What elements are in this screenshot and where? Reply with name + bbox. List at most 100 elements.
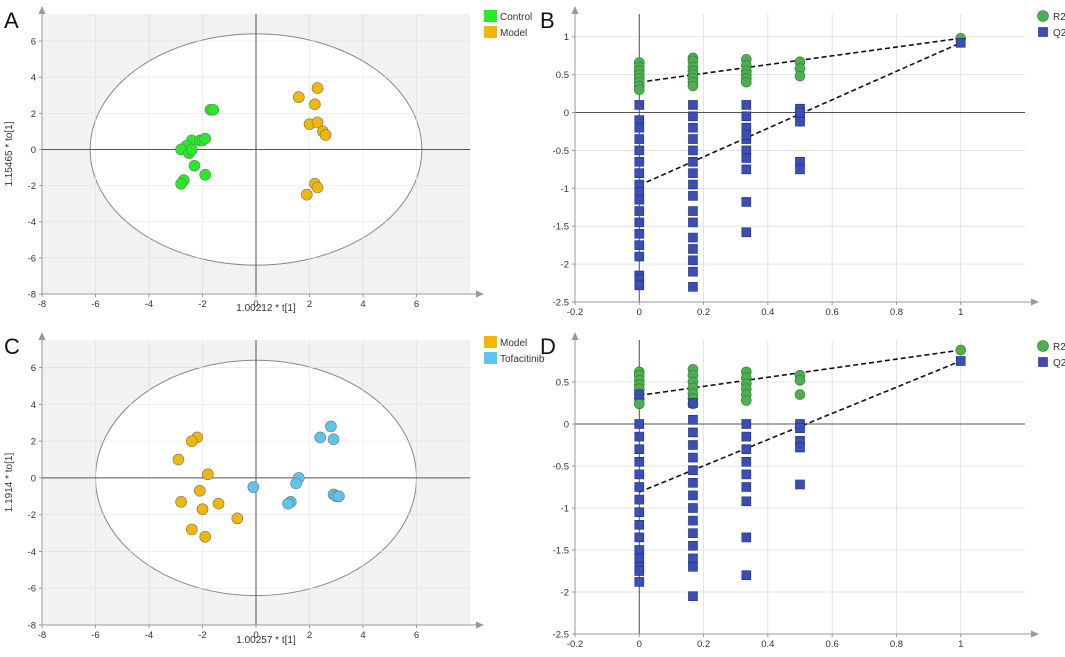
y-tick-label: 4 — [31, 73, 36, 84]
x-tick-label: -0.2 — [567, 639, 583, 650]
x-tick-label: 6 — [414, 630, 419, 641]
x-axis-arrow — [476, 290, 484, 298]
y-tick-label: -1.5 — [553, 222, 569, 233]
data-point-square — [688, 191, 698, 201]
series-control — [175, 103, 219, 190]
panel-letter: B — [540, 8, 555, 33]
data-point-square — [634, 217, 645, 228]
data-point-circle — [172, 453, 185, 466]
x-tick-label: -2 — [198, 630, 206, 641]
data-point-circle — [194, 484, 206, 497]
data-point-circle — [319, 129, 332, 141]
data-point-square — [688, 282, 698, 292]
data-point-circle — [327, 433, 340, 446]
data-point-circle — [311, 181, 324, 194]
data-point-square — [955, 356, 966, 366]
x-tick-label: 0.6 — [826, 307, 839, 318]
data-point-square — [741, 482, 752, 492]
data-point-square — [741, 111, 752, 122]
x-tick-label: 2 — [307, 630, 312, 641]
data-point-square — [741, 130, 752, 141]
data-point-circle — [741, 395, 752, 406]
data-point-square — [688, 168, 698, 178]
data-point-square — [634, 444, 645, 455]
data-point-circle — [212, 497, 225, 510]
data-point-circle — [301, 188, 313, 201]
y-tick-label: -4 — [28, 217, 36, 228]
data-point-square — [634, 532, 645, 543]
x-tick-label: 0.2 — [697, 639, 710, 650]
legend-label: R2 — [1053, 12, 1065, 23]
y-tick-label: -0.5 — [553, 146, 569, 157]
y-tick-label: -6 — [28, 253, 36, 264]
data-point-square — [634, 419, 645, 429]
data-point-square — [741, 419, 752, 429]
data-point-circle — [175, 496, 187, 508]
x-tick-label: 0.8 — [890, 307, 903, 318]
panel-letter: A — [4, 8, 19, 33]
data-point-circle — [794, 389, 806, 400]
data-point-square — [688, 515, 698, 526]
data-point-circle — [175, 178, 187, 190]
data-point-circle — [199, 530, 211, 543]
data-point-square — [795, 116, 805, 127]
y-tick-label: -2.5 — [553, 298, 569, 309]
data-point-circle — [955, 344, 967, 356]
data-point-circle — [794, 70, 806, 82]
data-point-square — [688, 528, 698, 539]
y-tick-label: -8 — [28, 290, 36, 301]
data-point-circle — [282, 497, 294, 510]
x-tick-label: -0.2 — [567, 307, 583, 318]
x-tick-label: -4 — [145, 630, 153, 641]
data-point-circle — [207, 103, 219, 116]
data-point-circle — [199, 132, 211, 145]
data-point-circle — [188, 159, 201, 172]
x-tick-label: 0 — [253, 630, 258, 641]
legend-swatch — [484, 352, 497, 364]
y-tick-label: 4 — [31, 400, 36, 411]
data-point-square — [634, 280, 645, 291]
legend-label: Model — [500, 28, 527, 39]
data-point-circle — [333, 490, 345, 503]
x-tick-label: -8 — [38, 630, 46, 641]
x-tick-label: 6 — [414, 299, 419, 310]
data-point-square — [688, 503, 698, 513]
data-point-square — [688, 217, 698, 228]
legend-label: Control — [500, 12, 532, 23]
data-point-circle — [186, 143, 198, 156]
x-tick-label: -4 — [145, 299, 153, 310]
y-tick-label: -1 — [561, 504, 569, 515]
data-point-square — [634, 519, 645, 530]
x-tick-label: 0.4 — [761, 639, 774, 650]
y-tick-label: -1 — [561, 184, 569, 195]
data-point-square — [688, 490, 698, 501]
x-tick-label: 0.6 — [826, 639, 839, 650]
data-point-square — [634, 100, 645, 110]
data-point-square — [634, 507, 645, 518]
legend-label: Model — [500, 338, 527, 349]
data-point-circle — [202, 468, 214, 481]
data-point-square — [741, 444, 752, 455]
legend-swatch — [484, 26, 497, 38]
legend-swatch-square — [1038, 357, 1048, 367]
x-axis-arrow — [1031, 630, 1039, 638]
data-point-square — [688, 100, 698, 110]
x-tick-label: 0.4 — [761, 307, 774, 318]
y-tick-label: 6 — [31, 37, 36, 48]
x-tick-label: 0.8 — [890, 639, 903, 650]
data-point-square — [688, 540, 698, 551]
x-tick-label: 1 — [958, 307, 963, 318]
y-tick-label: -2.5 — [553, 630, 569, 641]
data-point-square — [688, 414, 698, 425]
data-point-square — [634, 194, 645, 205]
y-tick-label: -4 — [28, 547, 36, 558]
data-point-circle — [199, 168, 211, 181]
data-point-square — [634, 566, 645, 576]
data-point-square — [634, 456, 645, 467]
y-tick-label: 0 — [31, 145, 36, 156]
legend-swatch — [484, 10, 497, 22]
data-point-square — [955, 37, 966, 48]
